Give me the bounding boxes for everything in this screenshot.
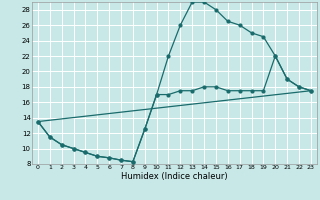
X-axis label: Humidex (Indice chaleur): Humidex (Indice chaleur) [121,172,228,181]
